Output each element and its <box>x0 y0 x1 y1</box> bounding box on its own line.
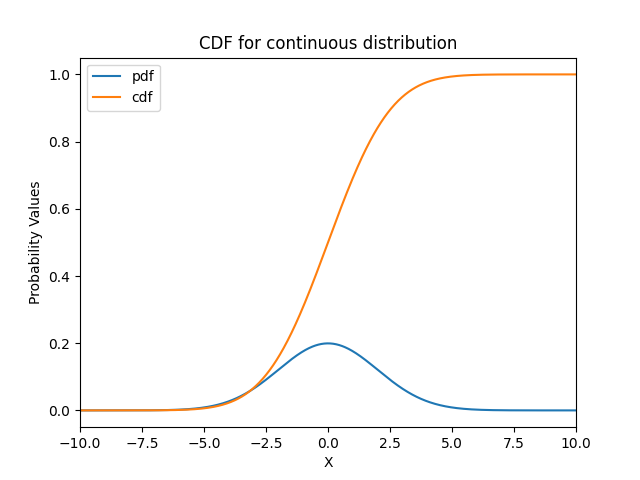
cdf <box>276 350 284 356</box>
pdf <box>417 396 425 402</box>
pdf <box>127 408 134 413</box>
Y-axis label: Probability Values: Probability Values <box>29 180 43 304</box>
cdf <box>294 315 302 321</box>
cdf <box>463 72 470 78</box>
X-axis label: X: X <box>323 456 333 470</box>
pdf <box>472 407 480 412</box>
Legend: pdf, cdf: pdf, cdf <box>87 64 160 110</box>
Line: cdf: cdf <box>80 74 576 410</box>
cdf <box>127 408 134 413</box>
cdf <box>572 72 580 77</box>
pdf <box>463 406 471 412</box>
pdf <box>76 408 84 413</box>
pdf <box>294 351 302 357</box>
pdf <box>572 408 580 413</box>
cdf <box>76 408 84 413</box>
cdf <box>472 72 479 78</box>
Title: CDF for continuous distribution: CDF for continuous distribution <box>199 35 457 53</box>
cdf <box>417 82 424 88</box>
pdf <box>324 340 332 346</box>
pdf <box>276 365 284 371</box>
Line: pdf: pdf <box>80 343 576 410</box>
